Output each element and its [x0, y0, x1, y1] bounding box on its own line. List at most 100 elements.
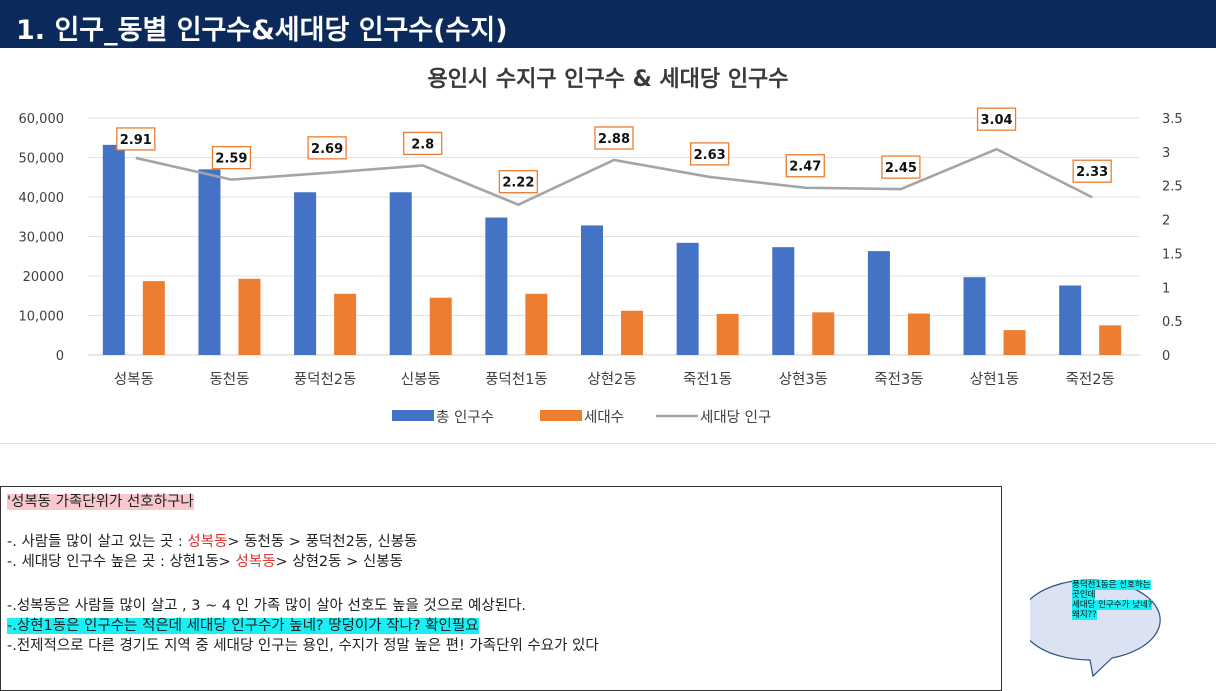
legend-swatch — [540, 410, 582, 421]
bubble-line-2: 곳인데 — [1072, 590, 1096, 600]
speech-bubble-text: 풍덕천1동은 선호하는 곳인데 세대당 인구수가 낮네? 왜지?? — [1072, 580, 1212, 620]
bar-households — [429, 297, 452, 355]
data-label: 2.88 — [598, 132, 630, 147]
data-label-box — [498, 170, 539, 194]
note-line-3: -. 세대당 인구수 높은 곳 : 상현1동> 성복동> 상현2동 > 신봉동 — [7, 553, 403, 571]
note-highlight-red: 성복동 — [235, 554, 276, 570]
y-right-tick-label: 0.5 — [1162, 315, 1183, 330]
x-tick-label: 동천동 — [209, 371, 249, 388]
note-line-6: -.전제적으로 다른 경기도 지역 중 세대당 인구는 용인, 수지가 정말 높… — [7, 638, 599, 654]
y-left-tick-label: 30,000 — [19, 231, 65, 246]
data-label-box — [881, 155, 921, 179]
bar-households — [907, 313, 930, 355]
data-label: 3.04 — [981, 113, 1013, 128]
y-left-tick-label: 10,000 — [19, 310, 65, 325]
y-left-tick-label: 0 — [56, 349, 64, 364]
y-left-tick-label: 20000 — [23, 270, 64, 285]
data-label: 2.63 — [694, 148, 726, 163]
bar-total-population — [867, 251, 890, 355]
legend-label: 세대당 인구 — [700, 409, 771, 426]
data-label-box — [211, 145, 252, 170]
bar-households — [334, 293, 357, 355]
data-label-box — [976, 107, 1017, 131]
bar-total-population — [772, 247, 795, 355]
y-right-tick-label: 2.5 — [1162, 180, 1183, 195]
combo-chart: 용인시 수지구 인구수 & 세대당 인구수 0 10,000 20000 30,000 4… — [19, 67, 1183, 426]
bar-households — [1003, 330, 1026, 355]
bar-total-population — [676, 242, 699, 355]
data-label: 2.59 — [215, 152, 247, 167]
bar-households — [1099, 325, 1122, 355]
data-label-box — [116, 127, 156, 151]
x-tick-label: 죽전3동 — [874, 371, 923, 388]
note-line-5: -.상현1동은 인구수는 적은데 세대당 인구수가 높네? 땅덩이가 작나? 확… — [7, 617, 479, 635]
data-label-box — [594, 126, 634, 150]
note-highlight-red: 성복동 — [187, 534, 228, 550]
note-text: -. 사람들 많이 살고 있는 곳 : — [7, 534, 188, 550]
page-title: 1. 인구_동별 인구수&세대당 인구수(수지) — [16, 15, 508, 46]
x-tick-label: 풍덕천2동 — [294, 371, 357, 388]
bar-households — [716, 313, 739, 355]
data-label-box — [785, 154, 825, 178]
x-tick-label: 죽전1동 — [683, 371, 732, 388]
note-text: > 동천동 > 풍덕천2동, 신봉동 — [227, 534, 418, 550]
data-label: 2.91 — [120, 133, 152, 148]
x-tick-label: 풍덕천1동 — [485, 371, 548, 388]
bar-total-population — [389, 192, 412, 355]
data-label-box — [307, 136, 347, 160]
bar-total-population — [1059, 285, 1082, 355]
legend-label: 총 인구수 — [436, 409, 494, 426]
bar-households — [621, 310, 643, 355]
bar-households — [812, 312, 835, 355]
section-divider — [0, 443, 1216, 444]
x-tick-label: 상현3동 — [779, 371, 828, 388]
note-text: -. 세대당 인구수 높은 곳 : 상현1동> — [7, 554, 236, 570]
chart-title: 용인시 수지구 인구수 & 세대당 인구수 — [427, 67, 788, 92]
data-label-box — [1072, 159, 1112, 183]
header-bar: 1. 인구_동별 인구수&세대당 인구수(수지) — [0, 0, 1216, 48]
y-right-tick-label: 1 — [1162, 281, 1170, 296]
bar-total-population — [294, 192, 317, 355]
y-right-tick-label: 1.5 — [1162, 247, 1183, 262]
bubble-line-4: 왜지?? — [1072, 610, 1097, 620]
data-label: 2.45 — [885, 161, 917, 176]
x-tick-label: 상현1동 — [970, 371, 1019, 388]
y-right-tick-label: 2 — [1162, 214, 1170, 229]
data-label: 2.22 — [502, 176, 534, 191]
x-tick-label: 상현2동 — [587, 371, 636, 388]
bar-households — [142, 281, 165, 355]
y-left-tick-label: 60,000 — [19, 112, 65, 127]
bar-total-population — [963, 277, 986, 355]
bar-total-population — [198, 169, 221, 355]
x-tick-label: 신봉동 — [401, 371, 441, 388]
legend-label: 세대수 — [584, 409, 624, 426]
data-label: 2.33 — [1076, 165, 1108, 180]
note-line-4: -.성복동은 사람들 많이 살고 , 3 ~ 4 인 가족 많이 살아 선호도 … — [7, 598, 526, 614]
bubble-line-3: 세대당 인구수가 낮네? — [1072, 600, 1153, 610]
data-label: 2.8 — [411, 137, 434, 152]
legend-swatch — [392, 410, 434, 421]
bar-households — [525, 293, 548, 355]
data-label-box — [403, 131, 443, 156]
data-label: 2.47 — [789, 160, 821, 175]
note-line-1: '성복동 가족단위가 선호하구나 — [7, 493, 194, 511]
line-household-size — [135, 147, 1093, 207]
bar-total-population — [485, 217, 508, 355]
bubble-line-1: 풍덕천1동은 선호하는 — [1072, 580, 1151, 590]
x-tick-label: 죽전2동 — [1066, 371, 1115, 388]
bar-total-population — [581, 225, 603, 355]
note-heading: '성복동 가족단위가 선호하구나 — [7, 494, 194, 510]
y-left-tick-label: 50,000 — [19, 152, 65, 167]
y-right-tick-label: 3 — [1162, 146, 1170, 161]
data-label-box — [689, 142, 730, 166]
x-tick-label: 성복동 — [114, 371, 154, 388]
data-label: 2.69 — [311, 142, 343, 157]
note-text: > 상현2동 > 신봉동 — [275, 554, 403, 570]
bar-households — [238, 278, 261, 355]
note-line-2: -. 사람들 많이 살고 있는 곳 : 성복동> 동천동 > 풍덕천2동, 신봉… — [7, 533, 417, 551]
notes-box: '성복동 가족단위가 선호하구나 -. 사람들 많이 살고 있는 곳 : 성복동… — [0, 486, 1002, 691]
y-right-tick-label: 0 — [1162, 349, 1170, 364]
y-right-tick-label: 3.5 — [1162, 112, 1183, 127]
note-highlight-cyan: -.상현1동은 인구수는 적은데 세대당 인구수가 높네? 땅덩이가 작나? 확… — [7, 618, 479, 634]
bar-total-population — [102, 144, 125, 355]
